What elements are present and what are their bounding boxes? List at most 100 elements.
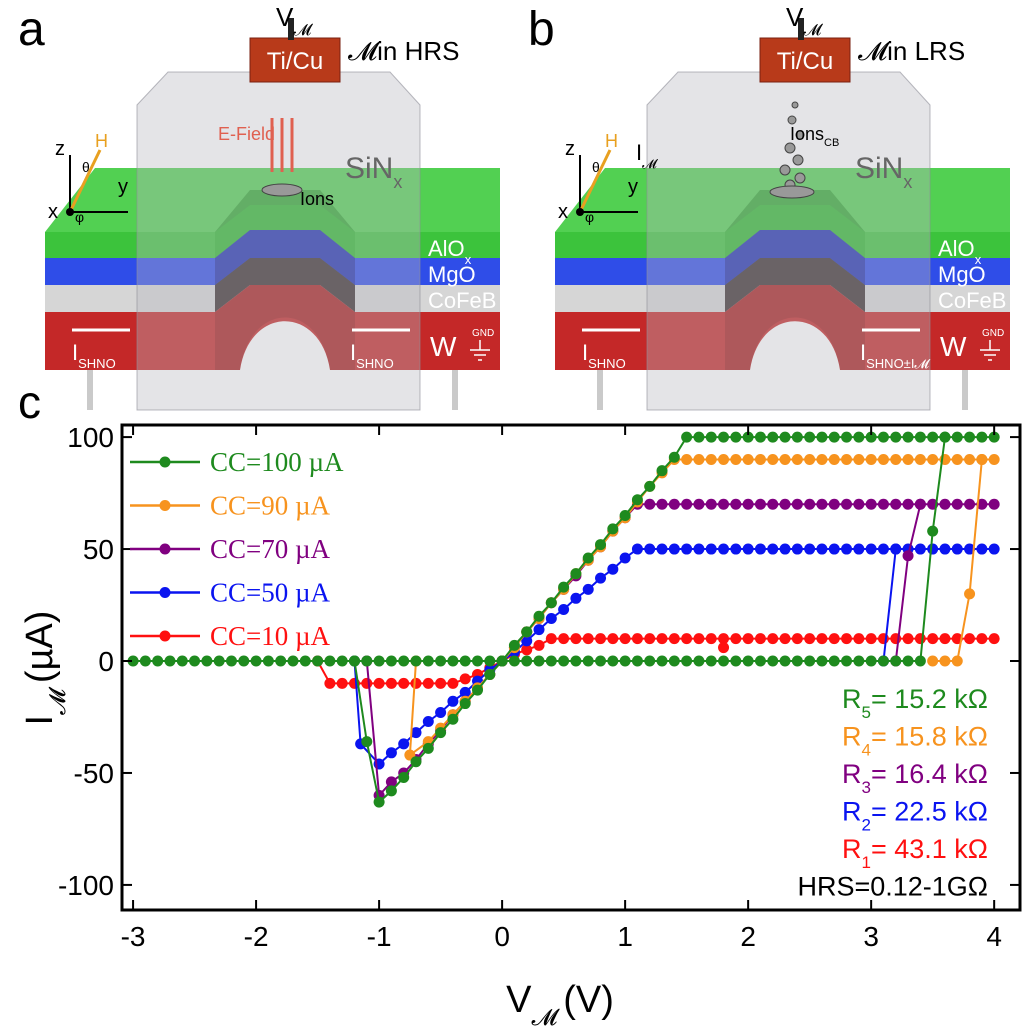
panel-label-main: a [18,3,45,56]
current-label-main: I [72,340,78,365]
annotation: R2= 22.5 kΩ [842,797,988,835]
data-point [976,543,988,555]
data-point [705,498,717,510]
current-label-sub: SHNO [78,356,116,371]
data-point [631,543,643,555]
data-point [718,431,730,443]
data-point [853,633,865,645]
data-point [582,655,594,667]
x-tick-label: -3 [121,921,146,952]
data-point [595,539,607,551]
axis-letter-main: x [558,201,568,223]
data-point [693,543,705,555]
data-point [939,498,951,510]
ground-label-main: GND [472,328,494,339]
data-point [521,644,533,656]
annotation: R3= 16.4 kΩ [842,759,988,797]
data-point [939,543,951,555]
data-point [718,543,730,555]
data-point [631,494,643,506]
data-point [385,677,397,689]
data-point [865,431,877,443]
data-point [644,498,656,510]
ions-label-main: Ions [790,124,824,144]
data-point [853,431,865,443]
data-point [693,633,705,645]
field-letter-main: H [95,131,108,151]
annotation-sub: 3 [862,778,871,797]
data-point [693,431,705,443]
angle-letter-main: φ [585,209,594,225]
data-point [681,498,693,510]
data-point [250,655,262,667]
data-point [447,677,459,689]
data-point [902,431,914,443]
current-label: ISHNO [72,340,116,371]
data-point [324,677,336,689]
data-point [533,624,545,636]
data-point [754,453,766,465]
data-point [385,747,397,759]
x-tick-label: -1 [367,921,392,952]
data-point [828,655,840,667]
data-point [705,453,717,465]
angle-letter-main: φ [75,209,84,225]
insulator-label-main: SiN [855,152,903,185]
legend-marker [159,543,171,555]
data-point [705,655,717,667]
y-tick-label: -100 [58,870,114,901]
annotation-text: = 15.2 kΩ [871,684,988,714]
data-point [877,543,889,555]
data-point [718,633,730,645]
data-point [644,655,656,667]
data-point [582,633,594,645]
field-label: E-Field [218,124,275,144]
data-point [595,633,607,645]
data-point [238,655,250,667]
annotation-sub: 2 [862,815,871,834]
electrode-label: Ti/Cu [777,48,833,75]
data-point [705,633,717,645]
data-point [853,543,865,555]
data-point [779,453,791,465]
data-point [914,498,926,510]
data-point [841,655,853,667]
x-tick-label: -2 [244,921,269,952]
panel-label-main: b [528,3,555,56]
data-point [459,686,471,698]
current-label-main: I [582,340,588,365]
data-point [385,785,397,797]
state-label-main: 𝓜in HRS [348,36,459,66]
layer-label-sub: x [465,252,472,267]
data-point [607,655,619,667]
data-point [890,498,902,510]
data-point [791,655,803,667]
y-tick-label: 50 [83,534,114,565]
data-point [693,498,705,510]
data-point [964,431,976,443]
insulator-label-sub: x [903,172,912,192]
data-point [435,655,447,667]
data-point [754,431,766,443]
data-point [336,677,348,689]
annotation: R5= 15.2 kΩ [842,684,988,722]
data-point [927,453,939,465]
data-point [668,498,680,510]
legend-label: CC=70 µA [210,534,331,564]
data-point [791,453,803,465]
electrode-label: Ti/Cu [267,48,323,75]
current-label: ISHNO [350,340,394,371]
data-point [767,655,779,667]
y-tick-label: -50 [74,758,114,789]
data-point [804,543,816,555]
data-point [176,655,188,667]
data-point [619,509,631,521]
current-label-main: I [860,340,866,365]
data-point [287,655,299,667]
field-letter: H [95,131,108,151]
data-point [791,633,803,645]
state-label-main: 𝓜in LRS [858,36,965,66]
plot-area [127,431,1000,808]
data-point [730,498,742,510]
data-point [312,655,324,667]
